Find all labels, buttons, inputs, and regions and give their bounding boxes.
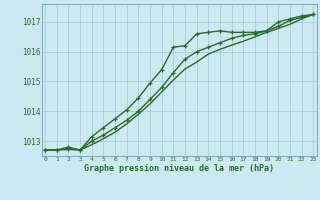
X-axis label: Graphe pression niveau de la mer (hPa): Graphe pression niveau de la mer (hPa) bbox=[84, 164, 274, 173]
